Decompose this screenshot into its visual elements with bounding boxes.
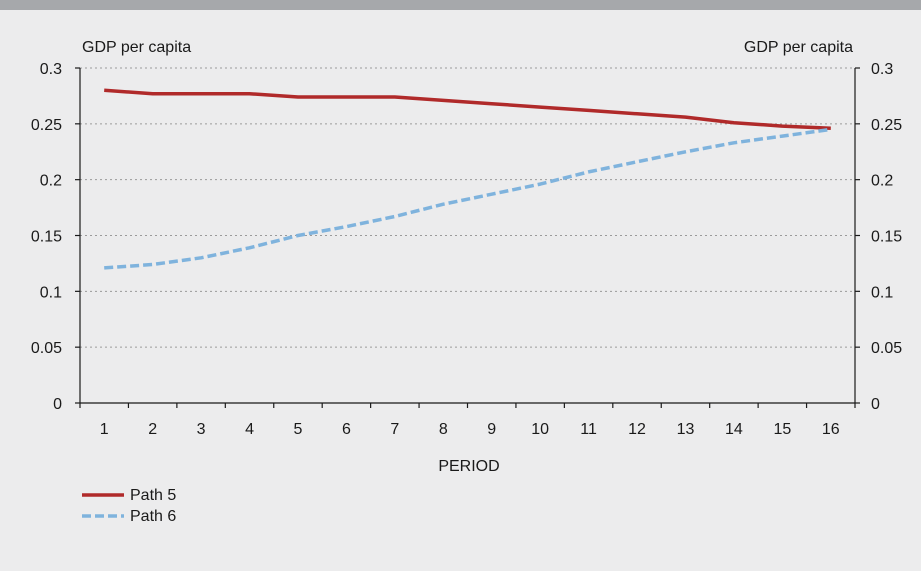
series-line-path-5 [104,88,831,131]
x-tick-label-9: 10 [531,421,549,438]
y-tick-label-left-5: 0.25 [31,117,62,134]
y-tick-label-right-4: 0.2 [871,173,893,190]
data-point-path-6-9 [491,194,492,195]
x-tick-label-15: 16 [822,421,840,438]
data-point-path-6-6 [346,226,347,227]
data-point-path-6-3 [201,257,202,258]
series-line-path-6 [104,127,832,270]
y-axis-left-title: GDP per capita [82,39,191,56]
x-tick-label-14: 15 [773,421,791,438]
x-tick-label-12: 13 [677,421,695,438]
data-point-path-5-5 [297,97,298,98]
x-tick-label-5: 6 [342,421,351,438]
data-point-path-6-7 [394,216,395,217]
ticks-layer: 0 0 0.05 0.05 0.1 0.1 0.15 0.15 0.2 0.2 0.25 0.25 0.… [31,61,902,438]
legend: Path 5 Path 6 [82,487,176,525]
data-point-path-6-12 [637,161,638,162]
data-point-path-6-14 [733,142,734,143]
data-point-path-6-15 [782,136,783,137]
y-tick-label-left-3: 0.15 [31,229,62,246]
legend-label-path5: Path 5 [130,487,176,504]
x-tick-label-10: 11 [580,421,597,438]
data-point-path-6-13 [685,151,686,152]
series-layer [104,88,832,270]
data-point-path-5-15 [782,126,783,127]
x-tick-label-13: 14 [725,421,743,438]
x-tick-label-6: 7 [390,421,399,438]
y-tick-label-left-2: 0.1 [40,284,62,301]
x-tick-label-3: 4 [245,421,254,438]
data-point-path-6-1 [104,267,105,268]
x-tick-label-0: 1 [100,421,109,438]
data-point-path-5-4 [249,93,250,94]
x-tick-label-7: 8 [439,421,448,438]
y-axis-right-title: GDP per capita [744,39,853,56]
data-point-path-6-4 [249,247,250,248]
y-tick-label-left-6: 0.3 [40,61,62,78]
x-tick-label-11: 12 [628,421,646,438]
data-point-path-6-2 [152,264,153,265]
y-tick-label-right-5: 0.25 [871,117,902,134]
x-tick-label-4: 5 [294,421,303,438]
data-point-path-6-8 [443,204,444,205]
x-axis-title: PERIOD [438,458,499,475]
data-point-path-5-9 [491,103,492,104]
data-point-path-5-10 [540,107,541,108]
y-tick-label-left-0: 0 [53,396,62,413]
y-tick-label-left-1: 0.05 [31,340,62,357]
y-tick-label-right-6: 0.3 [871,61,893,78]
data-point-path-6-10 [540,184,541,185]
x-tick-label-2: 3 [197,421,206,438]
data-point-path-5-13 [685,117,686,118]
x-tick-label-8: 9 [487,421,496,438]
x-tick-label-1: 2 [148,421,157,438]
data-point-path-5-12 [637,113,638,114]
y-tick-label-right-2: 0.1 [871,284,893,301]
data-point-path-5-6 [346,97,347,98]
grid-layer [80,67,855,348]
data-point-path-6-11 [588,171,589,172]
data-point-path-5-1 [104,90,105,91]
data-point-path-6-5 [297,235,298,236]
legend-label-path6: Path 6 [130,508,176,525]
data-point-path-5-11 [588,110,589,111]
y-tick-label-right-1: 0.05 [871,340,902,357]
top-band [0,0,921,10]
data-point-path-5-2 [152,93,153,94]
data-point-path-5-3 [201,93,202,94]
y-tick-label-right-3: 0.15 [871,229,902,246]
y-tick-label-left-4: 0.2 [40,173,62,190]
data-point-path-5-14 [733,122,734,123]
data-point-path-5-16 [830,128,831,129]
data-point-path-6-16 [830,129,831,130]
data-point-path-5-8 [443,100,444,101]
y-tick-label-right-0: 0 [871,396,880,413]
data-point-path-5-7 [394,97,395,98]
